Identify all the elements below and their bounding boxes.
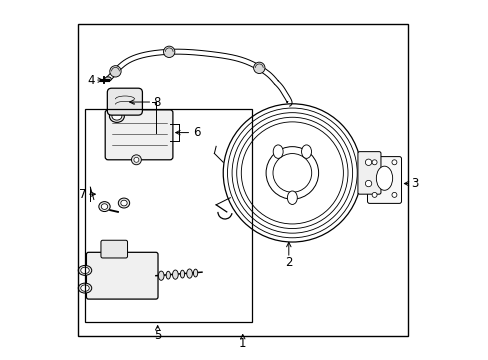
Ellipse shape bbox=[109, 110, 124, 122]
Ellipse shape bbox=[101, 204, 107, 210]
Ellipse shape bbox=[193, 269, 197, 277]
Text: 6: 6 bbox=[192, 126, 200, 139]
FancyBboxPatch shape bbox=[105, 110, 173, 160]
FancyBboxPatch shape bbox=[107, 88, 142, 115]
Ellipse shape bbox=[81, 267, 89, 274]
Text: 1: 1 bbox=[239, 337, 246, 350]
Text: 5: 5 bbox=[154, 329, 161, 342]
Ellipse shape bbox=[180, 270, 184, 278]
Circle shape bbox=[371, 160, 376, 165]
Circle shape bbox=[391, 160, 396, 165]
Circle shape bbox=[365, 180, 371, 187]
Ellipse shape bbox=[273, 145, 283, 158]
Circle shape bbox=[365, 159, 371, 166]
Ellipse shape bbox=[121, 200, 127, 206]
FancyBboxPatch shape bbox=[357, 152, 380, 194]
Ellipse shape bbox=[99, 202, 110, 212]
Text: 4: 4 bbox=[87, 73, 95, 86]
Bar bbox=[78, 24, 407, 336]
Ellipse shape bbox=[158, 271, 163, 280]
Ellipse shape bbox=[287, 191, 297, 204]
Ellipse shape bbox=[112, 112, 122, 120]
Ellipse shape bbox=[166, 271, 170, 279]
Ellipse shape bbox=[104, 77, 111, 81]
Circle shape bbox=[371, 192, 376, 197]
Circle shape bbox=[391, 192, 396, 197]
Circle shape bbox=[253, 62, 264, 73]
Ellipse shape bbox=[78, 283, 92, 293]
Circle shape bbox=[131, 155, 141, 165]
Ellipse shape bbox=[186, 269, 192, 278]
Text: 7: 7 bbox=[79, 188, 86, 201]
Text: 2: 2 bbox=[285, 256, 292, 269]
Circle shape bbox=[134, 157, 139, 162]
Bar bbox=[85, 109, 251, 322]
Ellipse shape bbox=[118, 198, 129, 208]
Text: 3: 3 bbox=[410, 177, 417, 190]
Circle shape bbox=[163, 46, 175, 58]
Circle shape bbox=[223, 104, 361, 242]
Circle shape bbox=[110, 66, 121, 77]
Ellipse shape bbox=[172, 270, 178, 279]
FancyBboxPatch shape bbox=[101, 240, 127, 258]
Ellipse shape bbox=[78, 265, 92, 275]
Text: 8: 8 bbox=[153, 95, 161, 108]
FancyBboxPatch shape bbox=[86, 252, 158, 299]
FancyBboxPatch shape bbox=[367, 157, 401, 203]
Ellipse shape bbox=[81, 285, 89, 291]
Ellipse shape bbox=[301, 145, 311, 158]
Ellipse shape bbox=[376, 166, 392, 190]
